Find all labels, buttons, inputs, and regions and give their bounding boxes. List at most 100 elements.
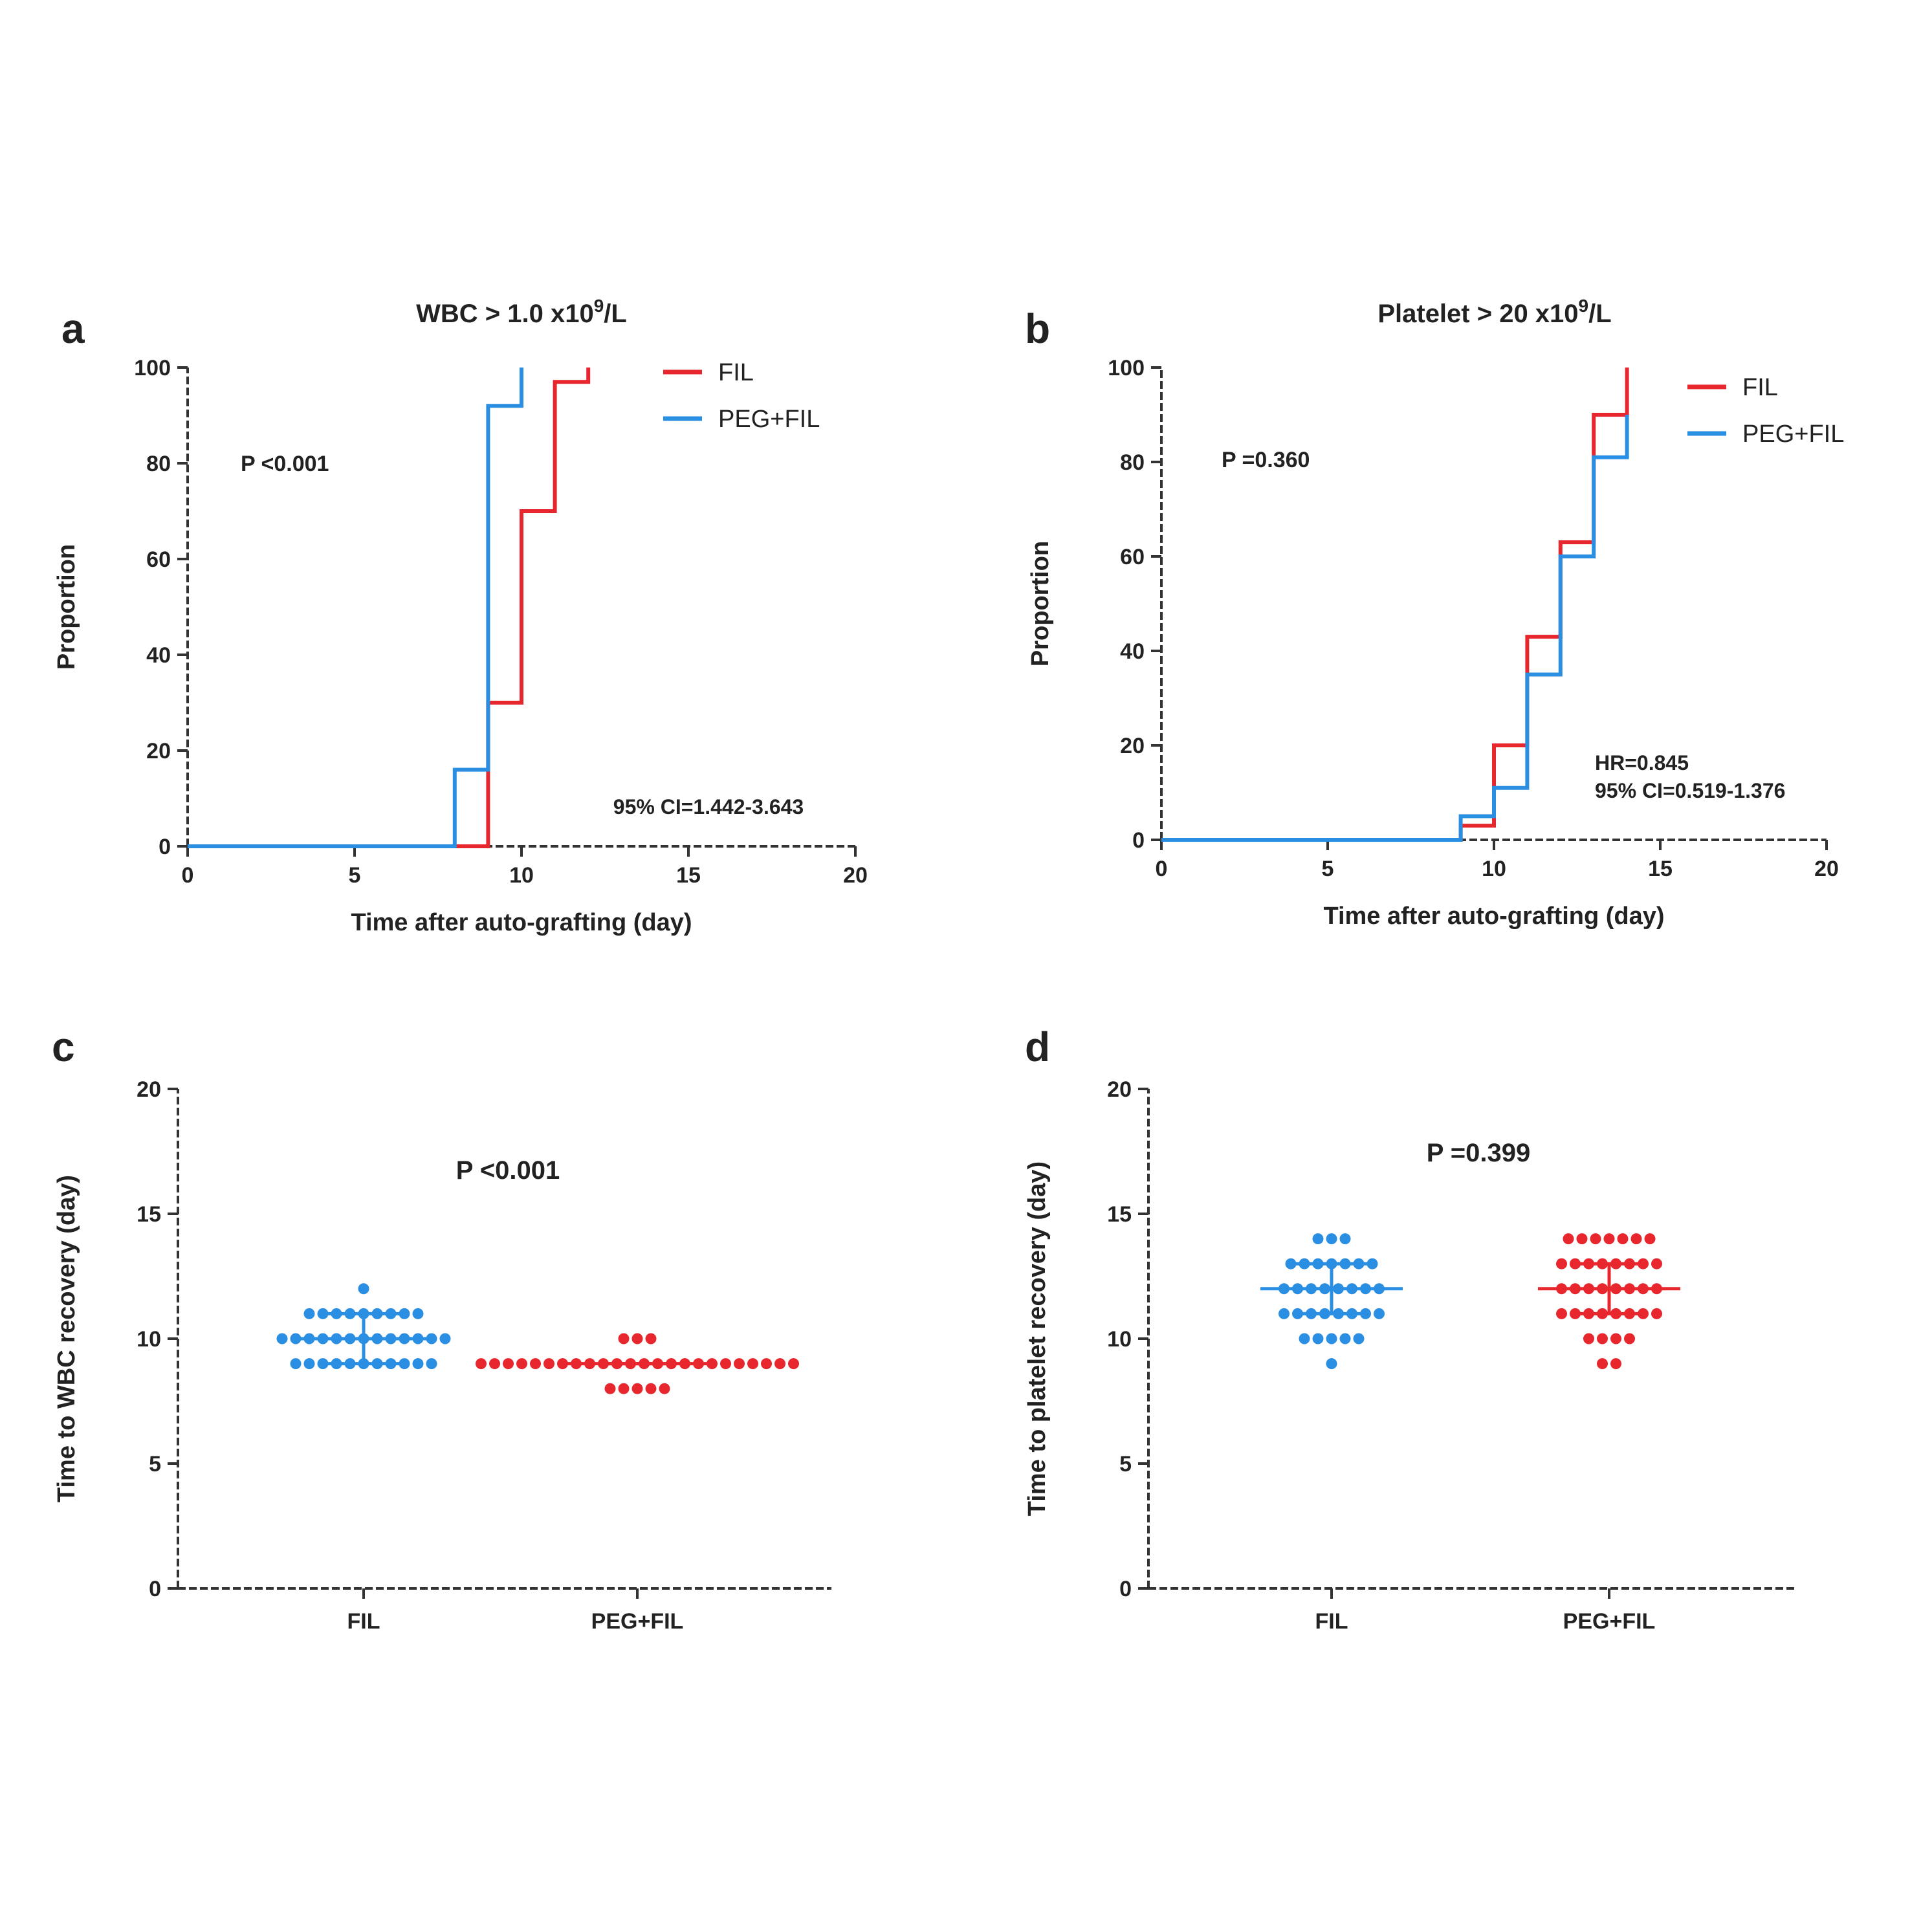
data-point xyxy=(1326,1233,1337,1245)
data-point xyxy=(1326,1333,1337,1345)
data-point xyxy=(290,1358,302,1370)
data-point xyxy=(1630,1233,1642,1245)
data-point xyxy=(543,1358,554,1370)
y-tick-label: 0 xyxy=(1132,828,1145,853)
y-tick-label: 0 xyxy=(149,1577,161,1601)
data-point xyxy=(412,1308,424,1319)
data-point xyxy=(1556,1308,1567,1319)
y-tick-label: 10 xyxy=(1107,1327,1132,1352)
data-point xyxy=(747,1358,758,1370)
data-point xyxy=(1610,1358,1621,1370)
x-tick-label: 20 xyxy=(843,863,868,888)
y-tick-label: 5 xyxy=(149,1452,161,1476)
data-point xyxy=(761,1358,772,1370)
data-point xyxy=(1339,1233,1351,1245)
series-line-fil xyxy=(1161,368,1629,842)
annotation-ci: 95% CI=1.442-3.643 xyxy=(613,795,804,818)
data-point xyxy=(557,1358,568,1370)
data-point xyxy=(303,1358,315,1370)
x-category-label: FIL xyxy=(1315,1609,1348,1634)
data-point xyxy=(707,1358,718,1370)
data-point xyxy=(720,1358,731,1370)
data-point xyxy=(1353,1333,1365,1345)
data-point xyxy=(1326,1358,1337,1370)
x-category-label: FIL xyxy=(347,1609,380,1634)
data-point xyxy=(631,1333,643,1345)
y-tick-label: 0 xyxy=(159,835,171,859)
x-tick-label: 0 xyxy=(1156,857,1168,881)
data-point xyxy=(1339,1333,1351,1345)
y-tick-label: 40 xyxy=(1120,639,1145,664)
x-category-label: PEG+FIL xyxy=(1563,1609,1656,1634)
x-category-label: PEG+FIL xyxy=(591,1609,684,1634)
y-tick-label: 20 xyxy=(146,739,171,763)
data-point xyxy=(1597,1358,1608,1370)
x-tick-label: 0 xyxy=(182,863,194,888)
panel-d: d 0 5 10 15 20 FIL PEG+FIL Time to platelet reco… xyxy=(1024,1024,1795,1634)
p-value: P =0.399 xyxy=(1427,1139,1531,1167)
data-point xyxy=(1651,1308,1662,1319)
panel-b: b Platelet > 20 x109/L 0 20 40 60 80 100 0 5 10 15 2… xyxy=(1025,296,1844,930)
data-point xyxy=(317,1308,329,1319)
data-point xyxy=(645,1383,657,1394)
data-point xyxy=(1583,1333,1594,1345)
series-line-fil xyxy=(188,368,591,848)
chart-title: Platelet > 20 x109/L xyxy=(1378,296,1611,328)
x-tick-label: 10 xyxy=(1482,857,1506,881)
panel-letter-d: d xyxy=(1025,1024,1050,1070)
data-point xyxy=(489,1358,500,1370)
data-point xyxy=(530,1358,541,1370)
data-point xyxy=(358,1283,369,1295)
data-point xyxy=(303,1308,315,1319)
y-tick-label: 20 xyxy=(137,1077,161,1102)
data-point xyxy=(1644,1233,1656,1245)
panel-letter-c: c xyxy=(52,1024,75,1070)
data-point xyxy=(1597,1333,1608,1345)
data-point xyxy=(618,1333,630,1345)
data-point xyxy=(439,1333,451,1345)
chart-title: WBC > 1.0 x109/L xyxy=(416,296,627,328)
y-tick-label: 60 xyxy=(146,547,171,572)
data-point xyxy=(1590,1233,1601,1245)
data-point xyxy=(631,1383,643,1394)
x-tick-label: 5 xyxy=(1322,857,1334,881)
title-tail: /L xyxy=(1588,300,1612,328)
data-point xyxy=(399,1308,410,1319)
title-superscript: 9 xyxy=(594,296,604,316)
x-tick-label: 15 xyxy=(676,863,701,888)
title-superscript: 9 xyxy=(1579,296,1589,316)
y-axis-label: Proportion xyxy=(1027,541,1054,666)
title-text: WBC > 1.0 x10 xyxy=(416,300,594,328)
data-point xyxy=(516,1358,527,1370)
data-point xyxy=(645,1333,657,1345)
data-point xyxy=(1610,1333,1621,1345)
data-point xyxy=(1617,1233,1629,1245)
data-point xyxy=(476,1358,487,1370)
data-point xyxy=(1576,1233,1588,1245)
panel-letter-a: a xyxy=(61,305,85,352)
data-point xyxy=(659,1383,670,1394)
title-text: Platelet > 20 x10 xyxy=(1378,300,1578,328)
data-point xyxy=(734,1358,745,1370)
data-point xyxy=(1312,1333,1324,1345)
y-tick-label: 40 xyxy=(146,643,171,668)
data-point xyxy=(1556,1258,1567,1269)
legend-label: FIL xyxy=(718,359,754,386)
y-tick-label: 10 xyxy=(137,1327,161,1352)
x-tick-label: 15 xyxy=(1648,857,1673,881)
y-tick-label: 0 xyxy=(1119,1577,1132,1601)
legend-label: FIL xyxy=(1742,374,1778,401)
legend-label: PEG+FIL xyxy=(1742,421,1844,448)
data-point xyxy=(1651,1258,1662,1269)
x-axis-label: Time after auto-grafting (day) xyxy=(1323,903,1664,930)
data-point xyxy=(1312,1233,1324,1245)
y-tick-label: 100 xyxy=(1108,356,1145,380)
series-line-peg-fil xyxy=(1161,415,1629,842)
data-point xyxy=(412,1358,424,1370)
data-point xyxy=(604,1383,616,1394)
title-tail: /L xyxy=(604,300,627,328)
y-tick-label: 80 xyxy=(1120,450,1145,475)
series-line-peg-fil xyxy=(188,368,523,848)
y-tick-label: 100 xyxy=(134,356,171,380)
